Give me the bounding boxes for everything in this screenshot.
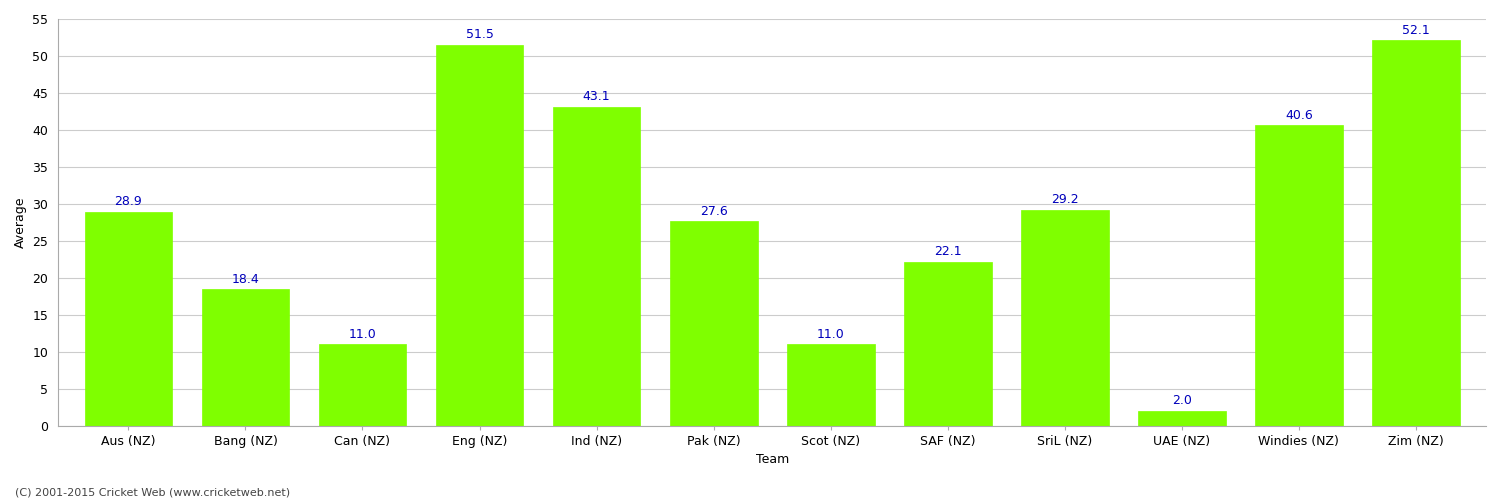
Text: (C) 2001-2015 Cricket Web (www.cricketweb.net): (C) 2001-2015 Cricket Web (www.cricketwe… (15, 488, 290, 498)
Bar (1256, 126, 1342, 426)
Text: 29.2: 29.2 (1052, 193, 1078, 206)
Text: 27.6: 27.6 (699, 205, 728, 218)
Text: 43.1: 43.1 (584, 90, 610, 103)
Bar (1372, 40, 1460, 426)
Bar (201, 290, 290, 426)
Bar (84, 212, 172, 426)
Text: 18.4: 18.4 (231, 273, 260, 286)
Bar (435, 45, 524, 426)
Text: 28.9: 28.9 (114, 195, 142, 208)
Text: 11.0: 11.0 (348, 328, 376, 340)
Text: 40.6: 40.6 (1286, 108, 1312, 122)
Text: 22.1: 22.1 (934, 246, 962, 258)
Bar (318, 344, 407, 426)
Text: 51.5: 51.5 (465, 28, 494, 41)
Bar (1022, 210, 1108, 426)
Text: 11.0: 11.0 (818, 328, 844, 340)
Bar (788, 344, 874, 426)
X-axis label: Team: Team (756, 453, 789, 466)
Text: 52.1: 52.1 (1402, 24, 1429, 36)
Text: 2.0: 2.0 (1172, 394, 1191, 407)
Bar (1138, 410, 1226, 426)
Y-axis label: Average: Average (13, 196, 27, 248)
Bar (904, 262, 992, 426)
Bar (669, 222, 758, 426)
Bar (552, 107, 640, 426)
